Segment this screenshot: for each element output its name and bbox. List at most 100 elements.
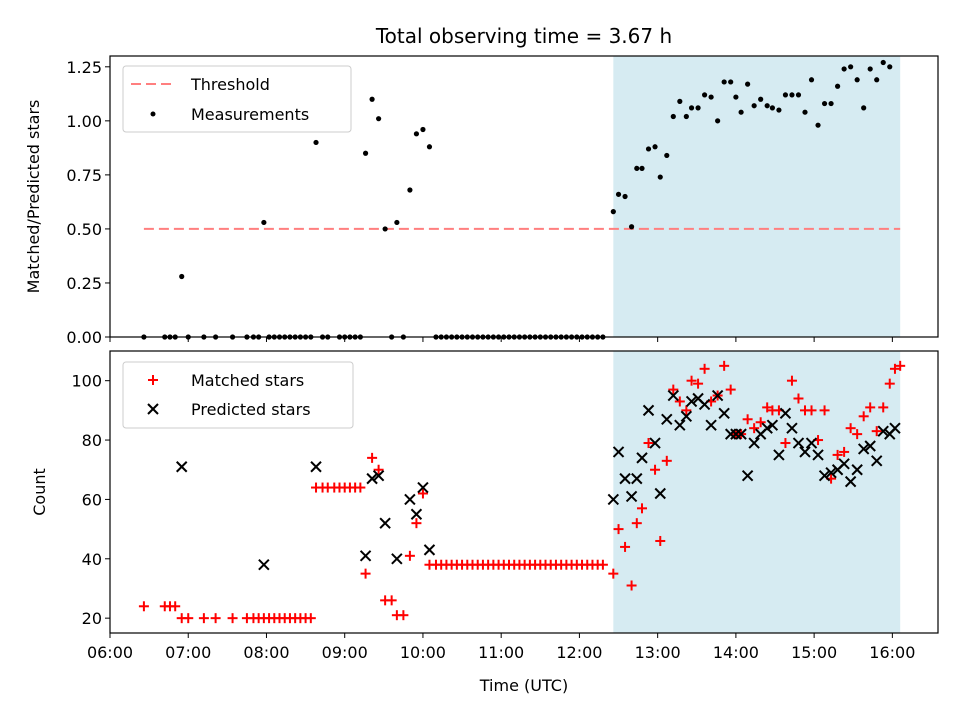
predicted-star-point <box>786 422 798 434</box>
cross-stroke <box>877 425 889 437</box>
matched-star-point <box>749 423 760 434</box>
matched-star-point <box>681 405 692 416</box>
predicted-star-point <box>779 407 792 420</box>
cross-stroke <box>718 407 730 420</box>
cross-stroke <box>258 559 270 571</box>
panel-bottom: 20 40 60 80 100 06:00 07:00 08:00 09:00 10:00 11:… <box>30 350 939 695</box>
bottom-y-tick-label: 80 <box>82 431 102 450</box>
predicted-star-point <box>631 472 643 485</box>
measurement-point <box>848 64 854 70</box>
measurement-point <box>670 113 676 120</box>
cross-stroke <box>761 422 773 434</box>
predicted-star-point <box>619 472 631 485</box>
matched-star-point <box>845 423 856 434</box>
predicted-star-point <box>851 464 863 476</box>
predicted-star-point <box>366 472 378 485</box>
matched-star-point <box>355 482 366 493</box>
matched-star-point <box>832 449 843 460</box>
cross-stroke <box>417 481 429 494</box>
cross-stroke <box>372 469 385 482</box>
predicted-star-point <box>680 410 693 423</box>
predicted-star-point <box>379 517 391 529</box>
cross-stroke <box>680 410 693 423</box>
legend-predicted-label: Predicted stars <box>191 400 311 419</box>
top-x-ticks <box>109 337 893 342</box>
predicted-star-point <box>748 437 760 449</box>
measurement-point <box>751 103 757 109</box>
matched-star-point <box>852 429 863 440</box>
matched-star-point <box>643 438 654 449</box>
cross-stroke <box>818 469 831 482</box>
measurement-point <box>815 122 821 128</box>
matched-star-point <box>699 363 710 374</box>
measurement-point <box>802 109 808 115</box>
top-y-tick-label: 1.00 <box>66 112 102 131</box>
predicted-star-point <box>705 419 717 431</box>
predicted-star-point <box>404 493 416 506</box>
top-y-tick-label: 0.50 <box>66 220 102 239</box>
matched-star-point <box>742 414 753 425</box>
bottom-axes-frame <box>109 350 939 634</box>
x-tick-label: 06:00 <box>87 643 133 662</box>
predicted-star-point <box>825 466 837 479</box>
cross-stroke <box>871 455 883 467</box>
measurement-point <box>413 131 420 137</box>
predicted-star-point <box>818 469 831 482</box>
predicted-star-point <box>889 422 901 434</box>
legend-matched-label: Matched stars <box>191 371 304 390</box>
measurement-point <box>688 105 695 111</box>
matched-star-point <box>865 402 876 413</box>
bottom-y-tick-label: 20 <box>82 609 102 628</box>
legend-measurements-label: Measurements <box>191 105 309 124</box>
predicted-star-point <box>636 452 648 464</box>
cross-stroke <box>176 461 188 473</box>
matched-star-point <box>360 568 371 579</box>
cross-stroke <box>674 419 686 431</box>
bottom-y-tick-label: 40 <box>82 550 102 569</box>
measurement-point <box>867 66 873 72</box>
cross-stroke <box>612 446 625 458</box>
measurement-point <box>664 152 670 159</box>
measurement-point <box>874 77 880 83</box>
measurement-point <box>854 77 860 83</box>
matched-star-point <box>895 360 906 371</box>
predicted-star-point <box>391 553 403 565</box>
matched-star-point <box>878 402 889 413</box>
matched-star-point <box>762 402 773 413</box>
measurement-point <box>733 94 739 100</box>
cross-stroke <box>649 437 661 449</box>
measurement-point <box>628 224 635 230</box>
cross-stroke <box>636 452 648 464</box>
top-legend-box <box>122 65 352 133</box>
measurement-point <box>639 165 645 171</box>
predicted-star-point <box>730 428 742 440</box>
predicted-star-point <box>310 461 322 473</box>
cross-stroke <box>661 413 673 425</box>
measurement-point <box>695 105 701 111</box>
cross-stroke <box>792 437 805 449</box>
x-tick-label: 12:00 <box>556 643 602 662</box>
matched-star-point <box>655 535 666 546</box>
top-y-tick-label: 0.00 <box>66 328 102 347</box>
matched-star-point <box>661 455 672 466</box>
bottom-y-axis-label: Count <box>30 468 49 516</box>
matched-star-point <box>780 438 791 449</box>
measurement-point <box>738 109 744 115</box>
predicted-star-point <box>417 481 429 494</box>
measurement-point <box>376 116 382 122</box>
cross-stroke <box>404 493 416 506</box>
cross-stroke <box>805 437 818 449</box>
measurement-point <box>861 105 867 111</box>
predicted-star-point <box>654 487 666 500</box>
matched-star-point <box>631 518 642 529</box>
measurement-point <box>758 96 764 102</box>
bottom-legend-box <box>122 361 354 429</box>
cross-stroke <box>667 389 680 402</box>
predicted-star-point <box>844 475 857 488</box>
cross-stroke <box>685 395 698 408</box>
cross-stroke <box>642 404 655 417</box>
predicted-star-point <box>724 428 737 440</box>
measurement-point <box>769 105 776 111</box>
predicted-star-point <box>372 469 385 482</box>
